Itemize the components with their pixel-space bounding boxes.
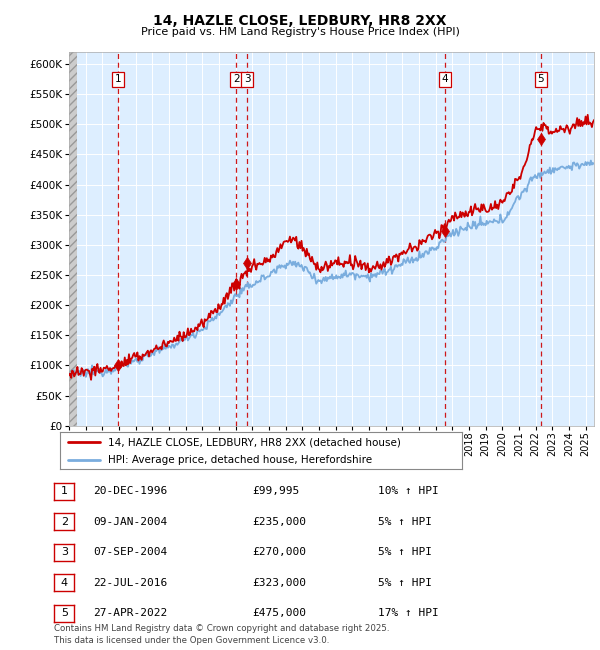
Text: 14, HAZLE CLOSE, LEDBURY, HR8 2XX (detached house): 14, HAZLE CLOSE, LEDBURY, HR8 2XX (detac… xyxy=(108,437,401,447)
Text: £270,000: £270,000 xyxy=(252,547,306,557)
Text: Contains HM Land Registry data © Crown copyright and database right 2025.
This d: Contains HM Land Registry data © Crown c… xyxy=(54,624,389,645)
Text: 20-DEC-1996: 20-DEC-1996 xyxy=(93,486,167,496)
Text: 09-JAN-2004: 09-JAN-2004 xyxy=(93,517,167,526)
Text: 3: 3 xyxy=(61,547,68,557)
Text: Price paid vs. HM Land Registry's House Price Index (HPI): Price paid vs. HM Land Registry's House … xyxy=(140,27,460,37)
Text: 4: 4 xyxy=(61,578,68,588)
Text: 5% ↑ HPI: 5% ↑ HPI xyxy=(378,547,432,557)
Text: 5% ↑ HPI: 5% ↑ HPI xyxy=(378,578,432,588)
Text: 5: 5 xyxy=(61,608,68,618)
Text: 3: 3 xyxy=(244,74,250,84)
Text: 10% ↑ HPI: 10% ↑ HPI xyxy=(378,486,439,496)
Text: 07-SEP-2004: 07-SEP-2004 xyxy=(93,547,167,557)
Text: 14, HAZLE CLOSE, LEDBURY, HR8 2XX: 14, HAZLE CLOSE, LEDBURY, HR8 2XX xyxy=(153,14,447,29)
Text: 1: 1 xyxy=(61,486,68,496)
Text: £323,000: £323,000 xyxy=(252,578,306,588)
Text: £475,000: £475,000 xyxy=(252,608,306,618)
Text: 5: 5 xyxy=(538,74,544,84)
Bar xyxy=(69,52,77,426)
Text: HPI: Average price, detached house, Herefordshire: HPI: Average price, detached house, Here… xyxy=(108,455,373,465)
Text: 27-APR-2022: 27-APR-2022 xyxy=(93,608,167,618)
Text: 5% ↑ HPI: 5% ↑ HPI xyxy=(378,517,432,526)
Text: 2: 2 xyxy=(61,517,68,526)
Text: 1: 1 xyxy=(115,74,122,84)
Text: £99,995: £99,995 xyxy=(252,486,299,496)
Text: 4: 4 xyxy=(442,74,448,84)
Text: 22-JUL-2016: 22-JUL-2016 xyxy=(93,578,167,588)
Text: 17% ↑ HPI: 17% ↑ HPI xyxy=(378,608,439,618)
Text: 2: 2 xyxy=(233,74,239,84)
Text: £235,000: £235,000 xyxy=(252,517,306,526)
